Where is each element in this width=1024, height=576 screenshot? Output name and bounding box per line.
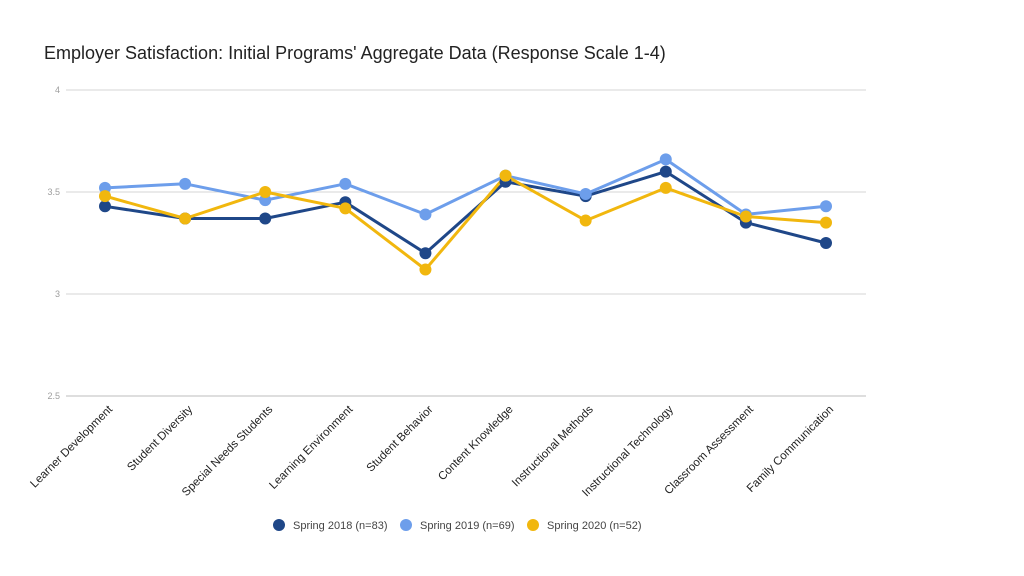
data-point	[419, 208, 432, 221]
data-point	[659, 165, 672, 178]
y-tick-label: 3	[55, 289, 60, 299]
x-tick-label: Student Diversity	[125, 403, 195, 473]
data-point	[259, 186, 272, 198]
x-tick-label: Learning Environment	[267, 403, 356, 492]
y-tick-label: 4	[55, 85, 60, 95]
chart-title: Employer Satisfaction: Initial Programs'…	[44, 43, 666, 63]
data-point	[419, 247, 432, 260]
data-point	[419, 263, 432, 276]
x-tick-label: Instructional Technology	[580, 403, 676, 499]
legend-marker	[400, 519, 412, 531]
data-point	[820, 200, 832, 213]
legend-marker	[527, 519, 539, 531]
series-line-1	[104, 170, 827, 255]
x-tick-label: Instructional Methods	[510, 403, 596, 489]
x-tick-label: Content Knowledge	[436, 404, 515, 483]
y-tick-label: 2.5	[47, 391, 60, 401]
legend-label: Spring 2018 (n=83)	[293, 520, 387, 532]
data-point	[659, 181, 672, 194]
data-point	[339, 202, 352, 215]
data-point	[820, 216, 832, 229]
data-point	[820, 237, 832, 249]
legend-label: Spring 2020 (n=52)	[547, 520, 641, 532]
x-tick-label: Special Needs Students	[180, 403, 275, 498]
data-point	[579, 214, 592, 227]
data-point	[259, 212, 272, 225]
data-point	[99, 200, 111, 213]
x-tick-label: Learner Development	[28, 403, 115, 490]
data-point	[579, 188, 592, 201]
legend-marker	[273, 519, 285, 531]
data-point	[499, 169, 512, 182]
x-tick-label: Family Communication	[745, 404, 836, 495]
legend-label: Spring 2019 (n=69)	[420, 520, 514, 532]
data-point	[179, 177, 192, 190]
data-point	[659, 153, 672, 166]
series-line-3	[104, 174, 827, 271]
x-tick-label: Classroom Assessment	[663, 403, 757, 497]
data-point	[99, 190, 111, 203]
y-tick-label: 3.5	[47, 187, 60, 197]
series-line-2	[104, 157, 827, 216]
x-tick-label: Student Behavior	[365, 404, 436, 475]
data-point	[339, 177, 352, 190]
data-point	[179, 212, 192, 225]
data-point	[739, 210, 752, 223]
